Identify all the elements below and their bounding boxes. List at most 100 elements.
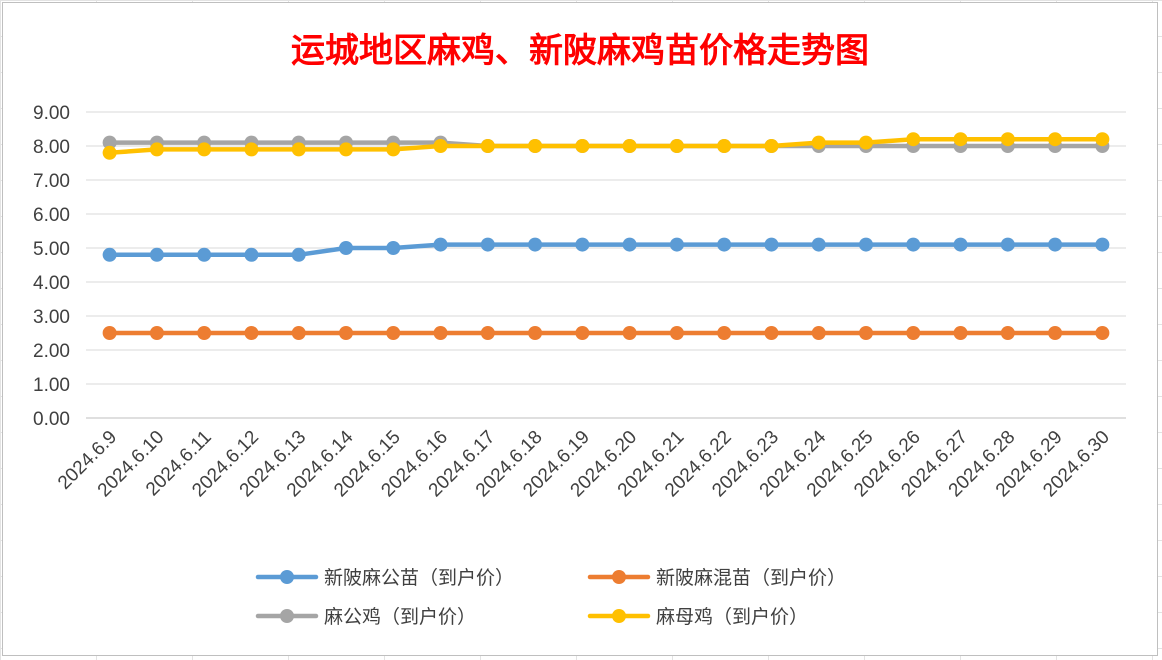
data-point: [953, 132, 968, 147]
y-tick-label: 2.00: [33, 341, 70, 362]
chart-title: 运城地区麻鸡、新陂麻鸡苗价格走势图: [291, 31, 869, 71]
data-point: [102, 247, 117, 262]
data-point: [291, 142, 306, 157]
data-point: [197, 326, 212, 340]
data-point: [717, 237, 732, 252]
data-point: [149, 247, 164, 262]
data-point: [386, 326, 401, 340]
data-point: [1000, 326, 1015, 340]
data-point: [717, 139, 732, 153]
y-tick-label: 4.00: [33, 273, 70, 294]
y-tick-label: 7.00: [33, 171, 70, 192]
data-point: [906, 326, 921, 340]
y-tick-label: 6.00: [33, 205, 70, 226]
data-point: [386, 241, 401, 255]
y-tick-label: 9.00: [33, 103, 70, 124]
series: [102, 132, 1110, 160]
legend-marker: [280, 609, 294, 623]
legend-item: 新陂麻混苗（到户价）: [587, 567, 846, 589]
data-point: [764, 326, 779, 340]
series-lines: [102, 132, 1110, 340]
data-point: [1000, 237, 1015, 252]
data-point: [859, 135, 873, 150]
data-point: [149, 326, 164, 340]
y-axis-tick-labels: 0.00 1.00 2.00 3.00 4.00 5.00 6.00 7.00 8.00 9.00: [33, 103, 70, 430]
data-point: [291, 247, 306, 262]
legend-label: 麻母鸡（到户价）: [656, 606, 808, 628]
data-point: [622, 237, 637, 252]
data-point: [622, 326, 637, 340]
data-point: [669, 237, 684, 252]
y-tick-label: 8.00: [33, 137, 70, 158]
y-tick-label: 0.00: [33, 409, 70, 430]
legend-item: 新陂麻公苗（到户价）: [255, 567, 514, 589]
data-point: [102, 135, 117, 150]
series-line: [107, 242, 1105, 258]
data-point: [244, 142, 259, 157]
data-point: [102, 326, 117, 340]
data-point: [764, 139, 779, 153]
legend-marker: [280, 570, 294, 584]
data-point: [811, 326, 826, 340]
data-point: [433, 326, 448, 340]
data-point: [339, 142, 353, 157]
data-point: [575, 326, 590, 340]
data-point: [1048, 326, 1063, 340]
gridlines: [86, 111, 1126, 419]
data-point: [622, 139, 637, 153]
series-line: [107, 136, 1105, 156]
data-point: [953, 237, 968, 252]
data-point: [291, 326, 306, 340]
data-point: [811, 135, 826, 150]
data-point: [433, 237, 448, 252]
data-point: [244, 326, 259, 340]
data-point: [102, 145, 117, 160]
data-point: [480, 326, 495, 340]
legend-label: 新陂麻混苗（到户价）: [656, 567, 846, 589]
x-axis-tick-labels: 2024.6.92024.6.102024.6.112024.6.122024.…: [54, 426, 1114, 501]
data-point: [1048, 237, 1063, 252]
data-point: [1048, 132, 1063, 147]
data-point: [528, 139, 543, 153]
data-point: [1095, 132, 1110, 147]
legend-marker: [612, 609, 626, 623]
data-point: [480, 237, 495, 252]
data-point: [906, 132, 921, 147]
data-point: [764, 237, 779, 252]
data-point: [669, 326, 684, 340]
data-point: [575, 237, 590, 252]
data-point: [1095, 237, 1110, 252]
data-point: [149, 142, 164, 157]
data-point: [1095, 326, 1110, 340]
data-point: [717, 326, 732, 340]
data-point: [953, 326, 968, 340]
data-point: [859, 237, 873, 252]
data-point: [669, 139, 684, 153]
y-tick-label: 1.00: [33, 375, 70, 396]
legend-marker: [612, 570, 626, 584]
series: [102, 237, 1110, 262]
data-point: [575, 139, 590, 153]
data-point: [859, 326, 873, 340]
data-point: [528, 326, 543, 340]
data-point: [244, 247, 259, 262]
legend-label: 麻公鸡（到户价）: [324, 606, 476, 628]
data-point: [386, 142, 401, 157]
data-point: [433, 139, 448, 153]
data-point: [906, 237, 921, 252]
legend: 新陂麻公苗（到户价） 新陂麻混苗（到户价） 麻公鸡（到户价） 麻母鸡（到户价）: [255, 567, 846, 628]
data-point: [528, 237, 543, 252]
series: [102, 326, 1110, 340]
data-point: [1000, 132, 1015, 147]
data-point: [197, 247, 212, 262]
data-point: [339, 326, 353, 340]
legend-item: 麻公鸡（到户价）: [255, 606, 476, 628]
data-point: [197, 142, 212, 157]
y-tick-label: 3.00: [33, 307, 70, 328]
data-point: [811, 237, 826, 252]
data-point: [339, 241, 353, 255]
data-point: [480, 139, 495, 153]
legend-item: 麻母鸡（到户价）: [587, 606, 808, 628]
y-tick-label: 5.00: [33, 239, 70, 260]
